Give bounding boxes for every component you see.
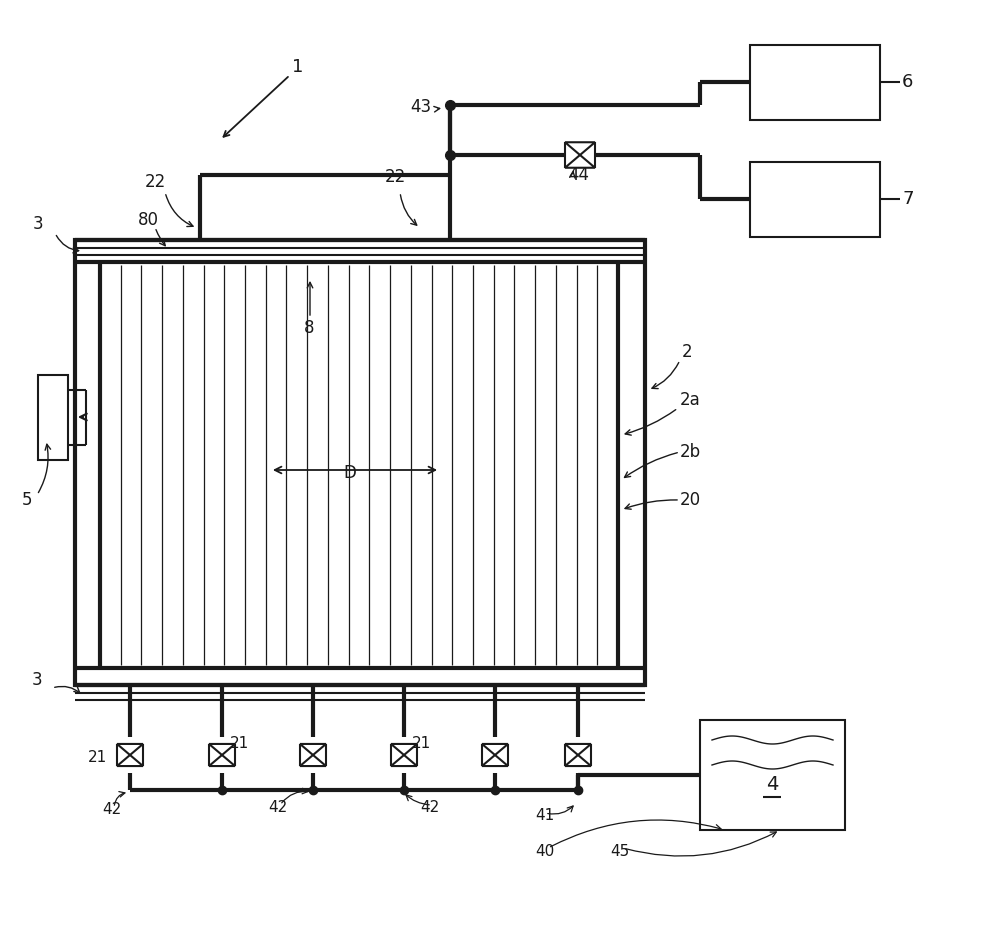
Text: 45: 45 (610, 844, 629, 859)
Text: 6: 6 (902, 73, 913, 91)
Text: 2: 2 (682, 343, 693, 361)
Text: 8: 8 (304, 319, 314, 337)
Text: 80: 80 (138, 211, 159, 229)
Bar (38, 375, 68, 460)
Text: 5: 5 (22, 491, 32, 509)
Bar (75, 240, 645, 685)
Text: D: D (344, 464, 356, 482)
Text: 20: 20 (680, 491, 701, 509)
Text: 41: 41 (535, 808, 554, 823)
Text: 3: 3 (32, 671, 43, 689)
Text: 7: 7 (902, 190, 914, 208)
Text: 21: 21 (88, 750, 107, 765)
Text: 43: 43 (410, 98, 431, 116)
Text: 21: 21 (412, 736, 431, 751)
Text: 3: 3 (33, 215, 44, 233)
Text: 44: 44 (568, 166, 589, 184)
Text: 2b: 2b (680, 443, 701, 461)
Text: 42: 42 (102, 802, 121, 817)
Bar (750, 162, 880, 237)
Text: 21: 21 (230, 736, 249, 751)
Bar (700, 720, 845, 830)
Text: 4: 4 (766, 775, 778, 795)
Text: 40: 40 (535, 844, 554, 859)
Text: 22: 22 (385, 168, 406, 186)
Text: 42: 42 (420, 799, 439, 814)
Bar (750, 45, 880, 120)
Text: 22: 22 (145, 173, 166, 191)
Text: 42: 42 (268, 799, 287, 814)
Text: 2a: 2a (680, 391, 701, 409)
Text: 1: 1 (292, 58, 303, 76)
